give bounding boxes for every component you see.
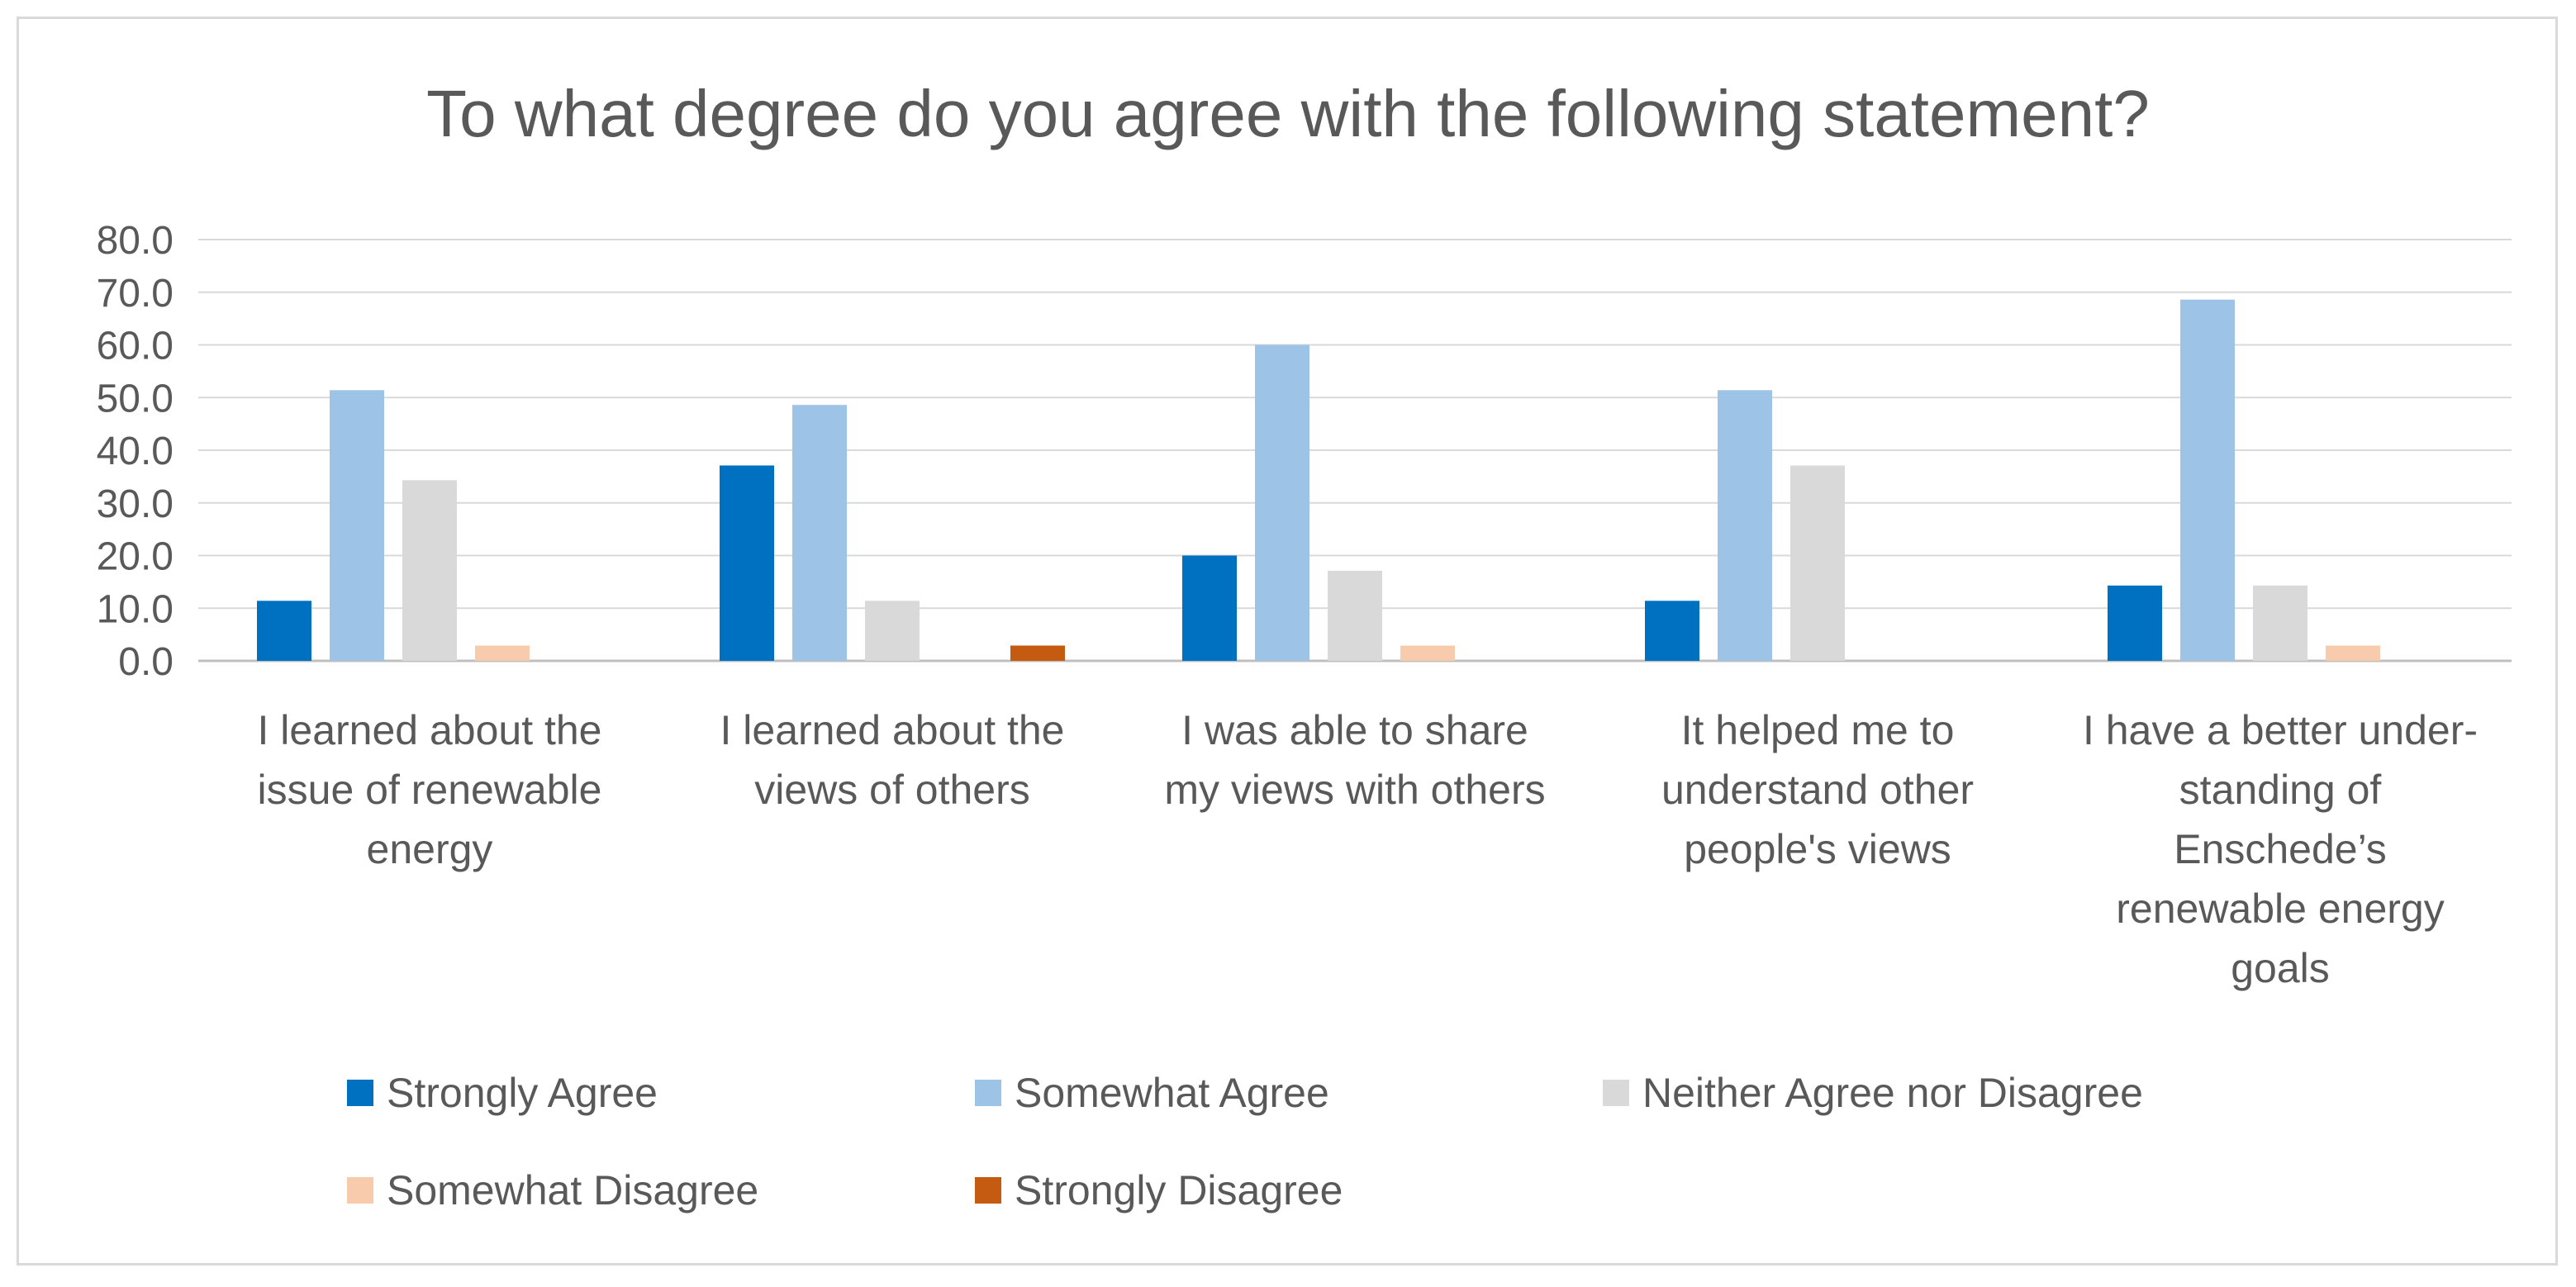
bar xyxy=(1255,344,1309,661)
legend-item: Somewhat Agree xyxy=(975,1064,1329,1122)
legend-swatch xyxy=(975,1080,1001,1106)
x-category-label: I learned about the issue of renewable e… xyxy=(257,707,602,872)
y-tick-label: 70.0 xyxy=(97,272,173,316)
legend-label: Neither Agree nor Disagree xyxy=(1642,1070,2143,1116)
y-tick-label: 10.0 xyxy=(97,587,173,631)
bar xyxy=(1010,645,1065,661)
bar xyxy=(402,480,457,661)
legend-item: Somewhat Disagree xyxy=(347,1161,758,1219)
bar xyxy=(475,645,530,661)
x-category-label: I learned about the views of others xyxy=(720,707,1065,813)
y-tick-label: 30.0 xyxy=(97,482,173,526)
bar xyxy=(1182,555,1237,661)
legend-swatch xyxy=(347,1080,373,1106)
bar xyxy=(2180,299,2235,661)
bar xyxy=(1328,570,1382,661)
bar xyxy=(792,405,847,661)
bar xyxy=(257,601,311,661)
bar xyxy=(2108,585,2162,661)
legend-item: Strongly Agree xyxy=(347,1064,658,1122)
y-tick-label: 20.0 xyxy=(97,535,173,579)
legend-label: Somewhat Agree xyxy=(1015,1070,1329,1116)
bar xyxy=(1645,601,1699,661)
x-category-label: I was able to share my views with others xyxy=(1164,707,1546,813)
y-tick-label: 0.0 xyxy=(118,640,173,684)
legend-swatch xyxy=(1603,1080,1629,1106)
y-tick-label: 50.0 xyxy=(97,377,173,420)
y-tick-label: 80.0 xyxy=(97,219,173,263)
legend-swatch xyxy=(975,1177,1001,1204)
y-tick-label: 40.0 xyxy=(97,430,173,473)
bar xyxy=(2253,585,2307,661)
bar xyxy=(1790,465,1845,661)
x-category-label: It helped me to understand other people'… xyxy=(1661,707,1975,872)
bar xyxy=(2326,645,2380,661)
y-tick-label: 60.0 xyxy=(97,325,173,368)
legend-label: Strongly Agree xyxy=(387,1070,658,1116)
legend-label: Strongly Disagree xyxy=(1015,1167,1343,1213)
chart-title: To what degree do you agree with the fol… xyxy=(426,77,2150,150)
legend-label: Somewhat Disagree xyxy=(387,1167,759,1213)
bar xyxy=(865,601,920,661)
legend-swatch xyxy=(347,1177,373,1204)
x-category-label: I have a better under- standing of Ensch… xyxy=(2082,707,2479,991)
legend-item: Neither Agree nor Disagree xyxy=(1603,1064,2143,1122)
bar xyxy=(1400,645,1455,661)
bar xyxy=(330,390,384,661)
legend-item: Strongly Disagree xyxy=(975,1161,1343,1219)
bar xyxy=(720,465,774,661)
bar xyxy=(1718,390,1772,661)
